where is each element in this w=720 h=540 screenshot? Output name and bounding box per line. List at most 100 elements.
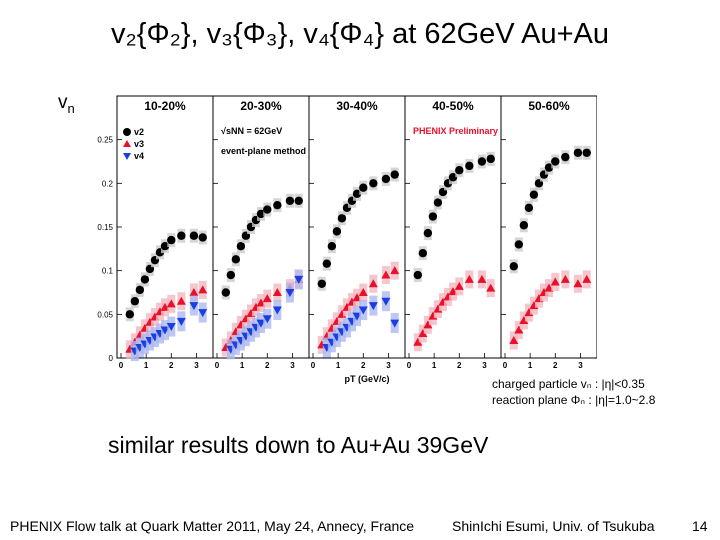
v2-point [551,157,560,166]
similar-results-text: similar results down to Au+Au 39GeV [108,432,489,458]
v2-point [477,157,487,166]
y-tick-label: 0.15 [97,223,113,232]
v2-point [160,242,170,251]
x-tick-label: 3 [578,361,583,370]
v2-point [514,240,524,249]
v2-point [273,200,282,210]
page-number: 14 [692,518,708,534]
x-tick-label: 1 [336,361,341,370]
v2-point [125,310,134,319]
v3-point [454,281,464,290]
v2-point [327,242,337,251]
v3-point [448,287,458,296]
v3-point [486,283,496,292]
v4-point [198,309,208,318]
v2-point [529,190,539,199]
v2-point [524,203,534,212]
method-label: event-plane method [221,146,306,156]
v2-point [198,233,207,242]
panel-centrality-label: 50-60% [528,99,570,113]
x-tick-label: 2 [169,361,174,370]
v2-point [337,214,347,223]
v2-point [390,170,399,179]
legend: v2 v3 v4 [123,127,144,161]
v2-point [561,152,570,162]
v3-point [560,274,570,283]
v2-point [352,189,362,199]
v4-point [368,302,378,311]
v4-point [262,315,272,324]
v2-point [294,196,303,205]
v2-point [448,173,458,182]
panel-50-60%: 0 1 2 3 50-60% [500,95,597,370]
v2-point [236,242,246,251]
v3-point [550,277,560,286]
v2-point [177,231,186,240]
x-tick-label: 0 [119,361,124,370]
footer-talk-info: PHENIX Flow talk at Quark Matter 2011, M… [10,518,415,534]
x-tick-label: 3 [386,361,391,370]
note-charged-particle: charged particle vₙ : |η|<0.35 [492,377,645,391]
v3-point [573,279,583,288]
panel-30-40%: 0 1 2 3 30-40% [308,95,406,370]
v3-point [514,325,524,334]
v2-point [359,183,368,192]
x-tick-label: 2 [361,361,366,370]
v2-point [231,255,241,264]
panel-40-50%: 0 1 2 3 40-50% [404,95,502,370]
v2-point [573,148,583,157]
x-tick-label: 3 [194,361,199,370]
v3-point [582,274,592,283]
x-tick-label: 0 [311,361,316,370]
v2-point [369,179,378,188]
v4-point [390,319,400,328]
panel-20-30%: 0 1 2 3 20-30% [212,95,310,370]
v4-point [256,319,266,328]
v3-point [358,288,368,296]
v3-point [262,294,272,303]
x-tick-label: 0 [407,361,412,370]
v2-point [544,163,554,172]
y-tick-label: 0.2 [102,179,114,188]
legend-label-v4: v4 [134,151,144,161]
v4-point [381,297,391,306]
v2-point [381,174,391,184]
v2-point [418,249,428,258]
v3-point [509,336,519,345]
x-tick-label: 1 [528,361,533,370]
v4-point [189,302,199,311]
v2-point [322,259,332,268]
v2-point [519,221,529,230]
panel-centrality-label: 40-50% [432,99,474,113]
v3-point [368,279,378,288]
x-tick-label: 2 [457,361,462,370]
v2-point [226,270,236,280]
v3-point [160,302,170,311]
v4-point [272,306,282,315]
v3-point [166,299,176,308]
v2-point [455,166,464,175]
legend-v4-marker [123,153,131,160]
v4-point [160,326,170,335]
x-tick-label: 2 [265,361,270,370]
panel-centrality-label: 30-40% [336,99,378,113]
panel-frame [404,95,502,359]
v4-point [294,275,304,284]
v2-point [486,154,495,164]
v3-point [544,283,554,292]
v2-point [423,228,433,238]
legend-label-v2: v2 [134,127,144,137]
x-axis-label: pT (GeV/c) [344,374,389,384]
v3-point [198,285,208,294]
y-tick-label: 0.1 [102,267,114,276]
x-tick-label: 1 [432,361,437,370]
v2-point [256,209,266,219]
v2-point [413,270,422,280]
legend-label-v3: v3 [134,139,144,149]
y-tick-label: 0.05 [97,310,113,319]
v3-point [477,274,487,283]
v3-point [390,266,400,275]
x-tick-label: 2 [553,361,558,370]
y-axis-label-sub: n [67,100,75,116]
v3-point [519,315,529,324]
